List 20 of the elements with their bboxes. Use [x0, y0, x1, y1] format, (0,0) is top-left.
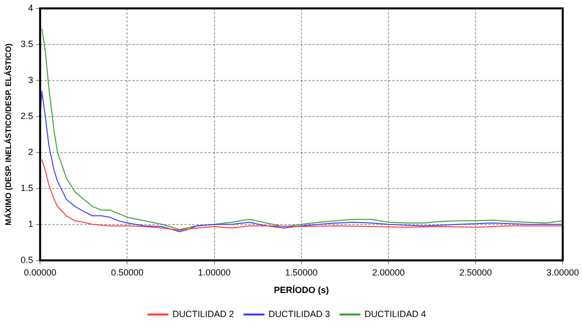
- legend-label: DUCTILIDAD 4: [364, 308, 426, 319]
- x-tick-label: 0.50000: [110, 267, 144, 278]
- y-tick-label: 3.5: [20, 38, 34, 49]
- x-tick-label: 0.00000: [24, 267, 56, 278]
- y-tick-label: 3: [28, 74, 34, 85]
- x-tick-label: 2.00000: [372, 267, 405, 278]
- y-tick-label: 1.5: [20, 182, 34, 193]
- y-tick-label: 0.5: [20, 254, 34, 265]
- y-axis-title: MÁXIMO (DESP. INELÁSTICO/DESP. ELÁSTICO): [3, 43, 14, 226]
- y-tick-label: 2.5: [20, 110, 34, 121]
- x-tick-label: 1.00000: [198, 267, 231, 278]
- x-tick-label: 1.50000: [285, 267, 318, 278]
- y-tick-label: 4: [28, 2, 34, 13]
- x-axis-title: PERÍODO (s): [274, 285, 329, 296]
- y-tick-label: 1: [28, 218, 34, 229]
- x-tick-label: 2.50000: [459, 267, 492, 278]
- y-tick-label: 2: [28, 146, 34, 157]
- legend-label: DUCTILIDAD 2: [172, 308, 234, 319]
- legend-label: DUCTILIDAD 3: [268, 308, 330, 319]
- x-tick-label: 3.00000: [546, 267, 580, 278]
